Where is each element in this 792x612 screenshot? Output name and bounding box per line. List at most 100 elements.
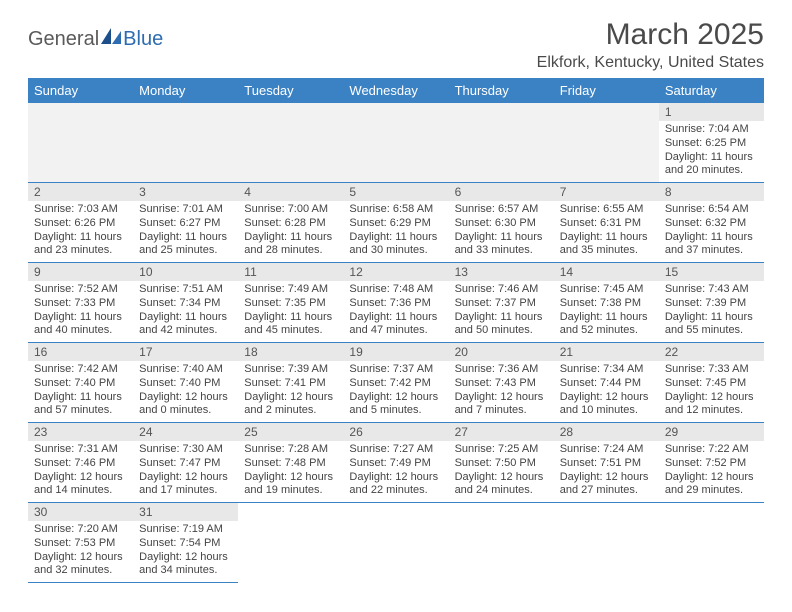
header: General Blue March 2025 Elkfork, Kentuck… — [28, 18, 764, 72]
day-details: Sunrise: 7:31 AMSunset: 7:46 PMDaylight:… — [28, 441, 133, 502]
day-line-ss: Sunset: 7:47 PM — [139, 457, 232, 471]
day-line-sr: Sunrise: 7:25 AM — [455, 443, 548, 457]
calendar-cell: 31Sunrise: 7:19 AMSunset: 7:54 PMDayligh… — [133, 503, 238, 583]
day-line-sr: Sunrise: 7:34 AM — [560, 363, 653, 377]
day-details: Sunrise: 7:04 AMSunset: 6:25 PMDaylight:… — [659, 121, 764, 182]
day-line-ss: Sunset: 7:43 PM — [455, 377, 548, 391]
day-number: 24 — [133, 423, 238, 441]
day-line-ss: Sunset: 7:42 PM — [349, 377, 442, 391]
day-line-sr: Sunrise: 7:36 AM — [455, 363, 548, 377]
day-line-ss: Sunset: 7:48 PM — [244, 457, 337, 471]
day-line-d1: Daylight: 11 hours — [349, 311, 442, 325]
day-line-d2: and 27 minutes. — [560, 484, 653, 498]
day-line-sr: Sunrise: 7:03 AM — [34, 203, 127, 217]
day-number: 6 — [449, 183, 554, 201]
day-line-d2: and 7 minutes. — [455, 404, 548, 418]
weekday-header: Wednesday — [343, 78, 448, 103]
day-details: Sunrise: 6:54 AMSunset: 6:32 PMDaylight:… — [659, 201, 764, 262]
day-line-sr: Sunrise: 7:45 AM — [560, 283, 653, 297]
calendar-cell — [238, 103, 343, 183]
day-number: 2 — [28, 183, 133, 201]
day-number: 21 — [554, 343, 659, 361]
day-details: Sunrise: 7:30 AMSunset: 7:47 PMDaylight:… — [133, 441, 238, 502]
day-line-d1: Daylight: 12 hours — [349, 391, 442, 405]
day-line-d1: Daylight: 11 hours — [455, 311, 548, 325]
day-line-d2: and 23 minutes. — [34, 244, 127, 258]
calendar-cell: 25Sunrise: 7:28 AMSunset: 7:48 PMDayligh… — [238, 423, 343, 503]
day-line-d2: and 57 minutes. — [34, 404, 127, 418]
day-line-sr: Sunrise: 7:22 AM — [665, 443, 758, 457]
day-details: Sunrise: 7:25 AMSunset: 7:50 PMDaylight:… — [449, 441, 554, 502]
day-line-d2: and 22 minutes. — [349, 484, 442, 498]
weekday-header: Friday — [554, 78, 659, 103]
calendar-cell: 7Sunrise: 6:55 AMSunset: 6:31 PMDaylight… — [554, 183, 659, 263]
day-line-d2: and 35 minutes. — [560, 244, 653, 258]
day-line-sr: Sunrise: 6:57 AM — [455, 203, 548, 217]
day-line-d1: Daylight: 11 hours — [34, 311, 127, 325]
day-line-d2: and 37 minutes. — [665, 244, 758, 258]
day-line-ss: Sunset: 7:44 PM — [560, 377, 653, 391]
day-line-ss: Sunset: 7:53 PM — [34, 537, 127, 551]
sail-icon — [101, 28, 123, 51]
day-line-ss: Sunset: 6:25 PM — [665, 137, 758, 151]
day-number: 31 — [133, 503, 238, 521]
calendar-cell — [343, 503, 448, 583]
day-details: Sunrise: 7:03 AMSunset: 6:26 PMDaylight:… — [28, 201, 133, 262]
day-number: 13 — [449, 263, 554, 281]
day-line-ss: Sunset: 7:40 PM — [139, 377, 232, 391]
day-line-ss: Sunset: 6:26 PM — [34, 217, 127, 231]
calendar-cell: 15Sunrise: 7:43 AMSunset: 7:39 PMDayligh… — [659, 263, 764, 343]
day-line-d2: and 30 minutes. — [349, 244, 442, 258]
day-details: Sunrise: 7:39 AMSunset: 7:41 PMDaylight:… — [238, 361, 343, 422]
day-details: Sunrise: 7:43 AMSunset: 7:39 PMDaylight:… — [659, 281, 764, 342]
calendar-cell: 8Sunrise: 6:54 AMSunset: 6:32 PMDaylight… — [659, 183, 764, 263]
day-line-sr: Sunrise: 6:58 AM — [349, 203, 442, 217]
calendar-cell — [238, 503, 343, 583]
day-details: Sunrise: 7:34 AMSunset: 7:44 PMDaylight:… — [554, 361, 659, 422]
day-number: 1 — [659, 103, 764, 121]
calendar-cell — [28, 103, 133, 183]
calendar-cell: 5Sunrise: 6:58 AMSunset: 6:29 PMDaylight… — [343, 183, 448, 263]
day-line-d1: Daylight: 12 hours — [244, 391, 337, 405]
weekday-header: Monday — [133, 78, 238, 103]
day-line-sr: Sunrise: 7:01 AM — [139, 203, 232, 217]
day-line-ss: Sunset: 7:49 PM — [349, 457, 442, 471]
day-line-d2: and 24 minutes. — [455, 484, 548, 498]
calendar-cell: 13Sunrise: 7:46 AMSunset: 7:37 PMDayligh… — [449, 263, 554, 343]
day-line-d1: Daylight: 12 hours — [560, 471, 653, 485]
calendar-cell: 4Sunrise: 7:00 AMSunset: 6:28 PMDaylight… — [238, 183, 343, 263]
day-number: 5 — [343, 183, 448, 201]
day-number: 4 — [238, 183, 343, 201]
day-line-d1: Daylight: 11 hours — [560, 311, 653, 325]
day-line-d2: and 45 minutes. — [244, 324, 337, 338]
day-line-d1: Daylight: 11 hours — [34, 391, 127, 405]
day-number: 7 — [554, 183, 659, 201]
day-number: 20 — [449, 343, 554, 361]
day-number: 19 — [343, 343, 448, 361]
weekday-header: Sunday — [28, 78, 133, 103]
day-line-ss: Sunset: 7:37 PM — [455, 297, 548, 311]
day-line-d1: Daylight: 12 hours — [34, 471, 127, 485]
day-line-d1: Daylight: 12 hours — [139, 551, 232, 565]
day-details: Sunrise: 7:45 AMSunset: 7:38 PMDaylight:… — [554, 281, 659, 342]
calendar-cell: 22Sunrise: 7:33 AMSunset: 7:45 PMDayligh… — [659, 343, 764, 423]
day-line-d2: and 33 minutes. — [455, 244, 548, 258]
day-line-d2: and 40 minutes. — [34, 324, 127, 338]
day-number: 27 — [449, 423, 554, 441]
day-number: 12 — [343, 263, 448, 281]
day-line-ss: Sunset: 6:31 PM — [560, 217, 653, 231]
day-details: Sunrise: 7:48 AMSunset: 7:36 PMDaylight:… — [343, 281, 448, 342]
calendar-cell — [449, 103, 554, 183]
calendar-cell — [554, 503, 659, 583]
calendar-cell: 26Sunrise: 7:27 AMSunset: 7:49 PMDayligh… — [343, 423, 448, 503]
day-details: Sunrise: 7:22 AMSunset: 7:52 PMDaylight:… — [659, 441, 764, 502]
day-line-d1: Daylight: 12 hours — [349, 471, 442, 485]
day-details: Sunrise: 6:58 AMSunset: 6:29 PMDaylight:… — [343, 201, 448, 262]
calendar-cell: 12Sunrise: 7:48 AMSunset: 7:36 PMDayligh… — [343, 263, 448, 343]
calendar-row: 23Sunrise: 7:31 AMSunset: 7:46 PMDayligh… — [28, 423, 764, 503]
day-line-d2: and 14 minutes. — [34, 484, 127, 498]
day-details: Sunrise: 7:19 AMSunset: 7:54 PMDaylight:… — [133, 521, 238, 582]
day-number: 11 — [238, 263, 343, 281]
calendar-cell: 3Sunrise: 7:01 AMSunset: 6:27 PMDaylight… — [133, 183, 238, 263]
day-number: 17 — [133, 343, 238, 361]
